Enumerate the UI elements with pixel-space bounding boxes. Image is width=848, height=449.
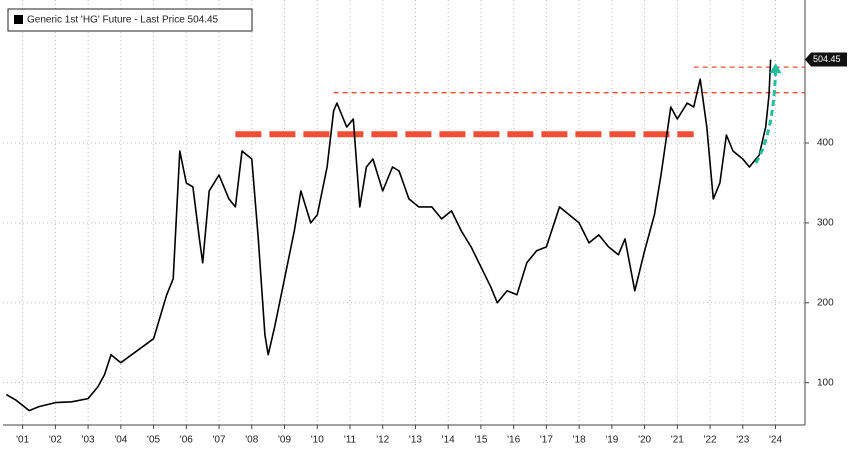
- last-price-tag: [805, 52, 847, 67]
- x-tick-label: '03: [82, 435, 95, 446]
- x-tick-label: '02: [49, 435, 62, 446]
- x-tick-label: '08: [245, 435, 258, 446]
- x-tick-label: '19: [605, 435, 618, 446]
- x-tick-label: '23: [736, 435, 749, 446]
- price-line: [5, 59, 772, 412]
- x-tick-label: '04: [114, 435, 127, 446]
- x-tick-label: '15: [474, 435, 487, 446]
- x-tick-label: '16: [507, 435, 520, 446]
- x-tick-label: '22: [704, 435, 717, 446]
- x-tick-label: '21: [671, 435, 684, 446]
- legend-box: [7, 8, 253, 32]
- y-tick-label: 200: [817, 297, 834, 308]
- plot-area: [3, 0, 805, 425]
- y-tick-label: 400: [817, 138, 834, 149]
- x-tick-label: '14: [442, 435, 455, 446]
- x-tick-label: '01: [16, 435, 29, 446]
- x-tick-label: '12: [376, 435, 389, 446]
- x-tick-label: '20: [638, 435, 651, 446]
- y-tick-label: 100: [817, 377, 834, 388]
- x-tick-label: '09: [278, 435, 291, 446]
- y-tick-label: 300: [817, 218, 834, 229]
- x-tick-label: '17: [540, 435, 553, 446]
- last-price-label: 504.45: [813, 54, 841, 64]
- x-tick-label: '13: [409, 435, 422, 446]
- x-tick-label: '07: [213, 435, 226, 446]
- trend-arrow: [754, 71, 778, 164]
- x-tick-label: '06: [180, 435, 193, 446]
- x-tick-label: '24: [769, 435, 782, 446]
- trend-arrow-head: [769, 63, 782, 74]
- legend-label: Generic 1st 'HG' Future - Last Price 504…: [27, 15, 219, 26]
- x-tick-label: '05: [147, 435, 160, 446]
- legend-swatch: [14, 15, 23, 24]
- x-tick-label: '10: [311, 435, 324, 446]
- x-tick-label: '11: [344, 435, 357, 446]
- x-tick-label: '18: [573, 435, 586, 446]
